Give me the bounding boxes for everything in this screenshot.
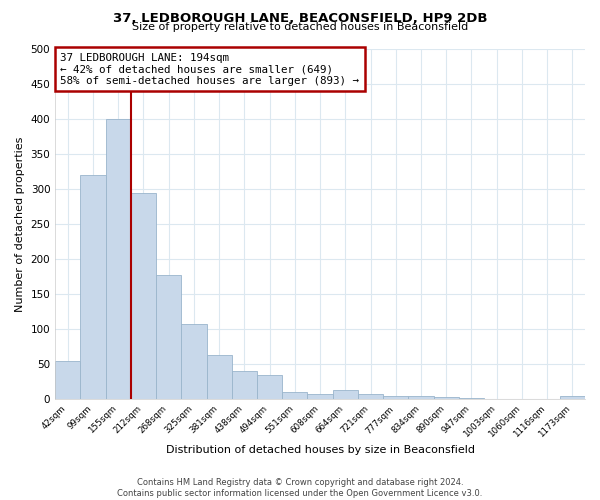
Text: Contains HM Land Registry data © Crown copyright and database right 2024.
Contai: Contains HM Land Registry data © Crown c… (118, 478, 482, 498)
Bar (409, 396, 434, 399)
Y-axis label: Number of detached properties: Number of detached properties (15, 136, 25, 312)
Bar (257, 374, 282, 399)
Bar (181, 324, 206, 399)
Bar (55, 360, 80, 399)
Bar (156, 274, 181, 399)
X-axis label: Distribution of detached houses by size in Beaconsfield: Distribution of detached houses by size … (166, 445, 475, 455)
Bar (307, 394, 332, 399)
Bar (232, 371, 257, 399)
Bar (459, 398, 484, 399)
Bar (106, 119, 131, 399)
Bar (560, 396, 585, 399)
Bar (131, 192, 156, 399)
Bar (383, 396, 409, 399)
Text: Size of property relative to detached houses in Beaconsfield: Size of property relative to detached ho… (132, 22, 468, 32)
Text: 37, LEDBOROUGH LANE, BEACONSFIELD, HP9 2DB: 37, LEDBOROUGH LANE, BEACONSFIELD, HP9 2… (113, 12, 487, 26)
Bar (484, 398, 509, 399)
Bar (332, 390, 358, 399)
Text: 37 LEDBOROUGH LANE: 194sqm
← 42% of detached houses are smaller (649)
58% of sem: 37 LEDBOROUGH LANE: 194sqm ← 42% of deta… (61, 52, 359, 86)
Bar (282, 392, 307, 399)
Bar (80, 175, 106, 399)
Bar (434, 397, 459, 399)
Bar (206, 355, 232, 399)
Bar (358, 394, 383, 399)
